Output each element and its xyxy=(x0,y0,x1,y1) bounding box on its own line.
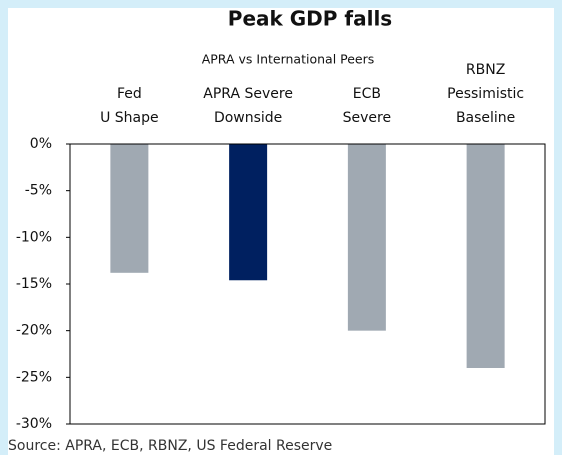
chart-title: Peak GDP falls xyxy=(228,7,392,31)
y-tick-label: -5% xyxy=(25,183,52,199)
bar xyxy=(110,144,149,273)
x-tick-label: Baseline xyxy=(456,110,515,126)
y-tick-label: -25% xyxy=(16,369,52,385)
y-tick-label: -20% xyxy=(16,323,52,339)
x-tick-label: RBNZ xyxy=(466,62,505,78)
bar xyxy=(347,144,386,331)
panel xyxy=(8,8,554,455)
x-tick-label: Fed xyxy=(117,86,142,102)
x-tick-label: Severe xyxy=(343,110,391,126)
bar xyxy=(466,144,505,368)
x-tick-label: ECB xyxy=(353,86,381,102)
plot-frame xyxy=(69,143,546,425)
x-tick-label: Downside xyxy=(214,110,282,126)
y-tick-label: -10% xyxy=(16,229,52,245)
y-tick-label: 0% xyxy=(30,136,52,152)
y-tick-label: -15% xyxy=(16,276,52,292)
bar xyxy=(229,144,268,281)
x-tick-label: Pessimistic xyxy=(447,86,524,102)
source-note: Source: APRA, ECB, RBNZ, US Federal Rese… xyxy=(8,438,332,454)
x-tick-label: APRA Severe xyxy=(203,86,293,102)
y-tick-label: -30% xyxy=(16,416,52,432)
x-tick-label: U Shape xyxy=(100,110,159,126)
chart-subtitle: APRA vs International Peers xyxy=(202,52,375,67)
